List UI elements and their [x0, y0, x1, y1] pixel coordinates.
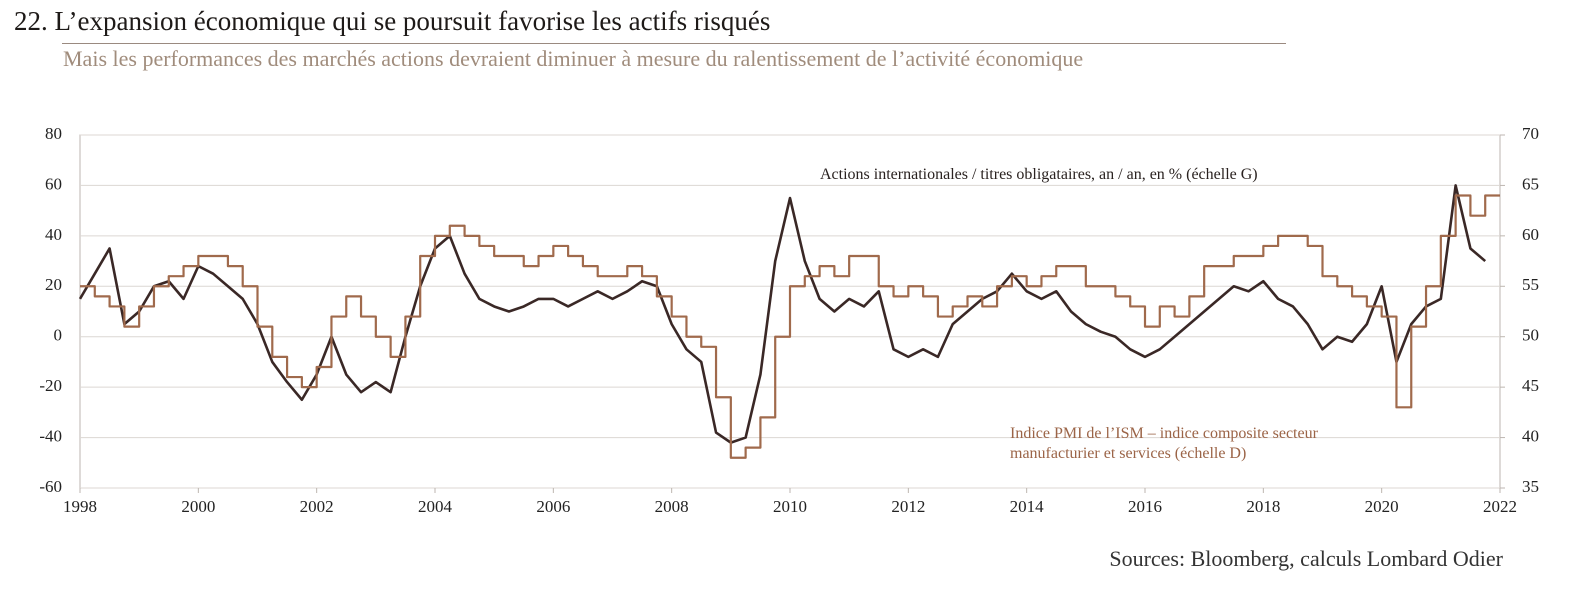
- chart-title: 22. L’expansion économique qui se poursu…: [14, 6, 770, 37]
- y-tick-label: -40: [39, 426, 62, 445]
- source: Sources: Bloomberg, calculs Lombard Odie…: [1109, 546, 1503, 571]
- x-tick-label: 2008: [655, 497, 689, 516]
- chart-title-text: L’expansion économique qui se poursuit f…: [54, 6, 771, 36]
- x-tick-label: 2010: [773, 497, 807, 516]
- x-tick-label: 1998: [63, 497, 97, 516]
- x-tick-label: 2000: [181, 497, 215, 516]
- y2-tick-label: 55: [1522, 275, 1539, 294]
- x-tick-label: 2014: [1010, 497, 1045, 516]
- title-rule: [62, 43, 1286, 44]
- series-label: Actions internationales / titres obligat…: [820, 166, 1258, 183]
- y2-tick-label: 65: [1522, 174, 1539, 193]
- x-tick-label: 2006: [536, 497, 570, 516]
- y-tick-label: -20: [39, 376, 62, 395]
- x-tick-label: 2004: [418, 497, 453, 516]
- y-tick-label: -60: [39, 477, 62, 496]
- y2-tick-label: 40: [1522, 426, 1539, 445]
- y-tick-label: 40: [45, 225, 62, 244]
- series-line: [78, 184, 1487, 444]
- x-tick-label: 2016: [1128, 497, 1162, 516]
- chart-subtitle: Mais les performances des marchés action…: [63, 46, 1084, 71]
- y2-tick-label: 35: [1522, 477, 1539, 496]
- y-tick-label: 60: [45, 174, 62, 193]
- y2-tick-label: 50: [1522, 326, 1539, 345]
- y2-tick-label: 70: [1522, 124, 1539, 143]
- y-tick-label: 20: [45, 275, 62, 294]
- y2-tick-label: 60: [1522, 225, 1539, 244]
- x-tick-label: 2022: [1483, 497, 1517, 516]
- y2-tick-label: 45: [1522, 376, 1539, 395]
- x-tick-label: 2018: [1246, 497, 1280, 516]
- y-tick-label: 80: [45, 124, 62, 143]
- x-tick-label: 2002: [300, 497, 334, 516]
- series-line: [80, 194, 1500, 459]
- chart-number: 22.: [14, 6, 48, 36]
- x-tick-label: 2020: [1365, 497, 1399, 516]
- x-tick-label: 2012: [891, 497, 925, 516]
- series-label: Indice PMI de l’ISM – indice composite s…: [1010, 425, 1318, 462]
- y-tick-label: 0: [54, 326, 63, 345]
